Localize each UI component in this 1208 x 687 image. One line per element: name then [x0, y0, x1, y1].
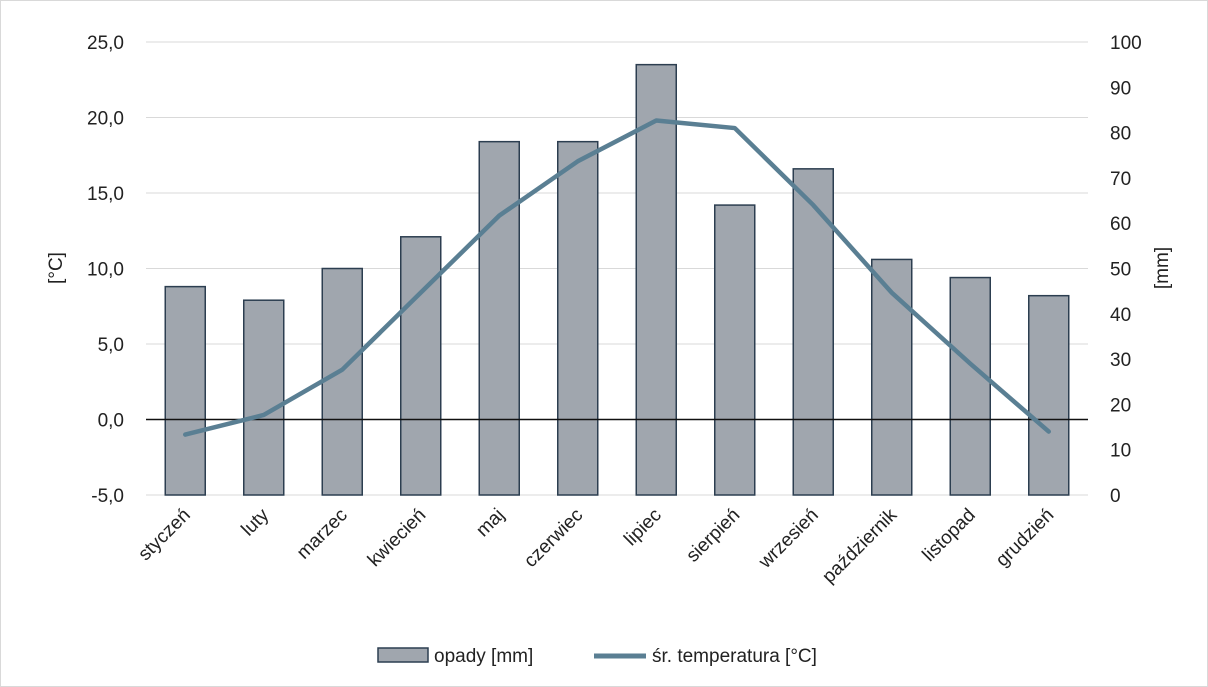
bar-maj	[478, 140, 520, 496]
x-axis-ticks: styczeń luty marzec kwiecień maj czerwiec lipi…	[134, 504, 1058, 587]
right-tick-label: 30	[1110, 350, 1131, 371]
right-axis-title: [mm]	[1152, 247, 1173, 289]
legend: opady [mm] śr. temperatura [°C]	[377, 646, 817, 667]
x-tick-label: listopad	[919, 505, 980, 566]
left-tick-label: 15,0	[87, 184, 124, 205]
bar-marzec	[321, 267, 363, 496]
x-tick-label: sierpień	[682, 505, 744, 567]
x-tick-label: wrzesień	[754, 505, 823, 574]
line-series-temperature	[183, 118, 1051, 437]
x-tick-label: czerwiec	[520, 505, 587, 572]
legend-label-temperature: śr. temperatura [°C]	[652, 646, 817, 667]
left-axis-ticks: -5,0 0,0 5,0 10,0 15,0 20,0 25,0	[87, 33, 124, 507]
right-tick-label: 20	[1110, 395, 1131, 416]
bar-kwiecień	[400, 236, 442, 496]
x-tick-label: marzec	[293, 505, 352, 564]
gridlines	[146, 41, 1088, 496]
x-tick-label: grudzień	[992, 505, 1058, 571]
left-axis-title: [°C]	[46, 252, 67, 284]
bar-lipiec	[635, 63, 677, 496]
bar-czerwiec	[557, 140, 599, 496]
bar-luty	[243, 299, 285, 496]
right-tick-label: 50	[1110, 260, 1131, 281]
left-tick-label: 20,0	[87, 109, 124, 130]
bar-sierpień	[714, 204, 756, 496]
x-tick-label: październik	[818, 504, 901, 587]
bar-październik	[871, 258, 913, 496]
left-tick-label: 10,0	[87, 260, 124, 281]
left-tick-label: 5,0	[98, 335, 124, 356]
right-tick-label: 60	[1110, 214, 1131, 235]
right-tick-label: 40	[1110, 305, 1131, 326]
right-tick-label: 70	[1110, 169, 1131, 190]
bar-styczeń	[164, 285, 206, 496]
bar-series-precipitation	[164, 63, 1070, 496]
right-tick-label: 90	[1110, 78, 1131, 99]
x-tick-label: styczeń	[134, 505, 194, 565]
bar-listopad	[949, 276, 991, 496]
right-tick-label: 80	[1110, 124, 1131, 145]
x-tick-label: lipiec	[620, 505, 665, 550]
left-tick-label: 25,0	[87, 33, 124, 54]
right-tick-label: 0	[1110, 486, 1121, 507]
x-tick-label: kwiecień	[364, 505, 430, 571]
right-tick-label: 10	[1110, 441, 1131, 462]
right-axis-ticks: 0 10 20 30 40 50 60 70 80 90 100	[1110, 33, 1142, 507]
legend-label-precipitation: opady [mm]	[434, 646, 533, 667]
legend-swatch-precipitation	[377, 647, 429, 663]
right-tick-label: 100	[1110, 33, 1142, 54]
bar-grudzień	[1028, 294, 1070, 496]
temperature-line	[183, 118, 1051, 437]
x-tick-label: luty	[238, 504, 274, 540]
x-tick-label: maj	[472, 505, 509, 542]
left-tick-label: -5,0	[91, 486, 124, 507]
left-tick-label: 0,0	[98, 411, 124, 432]
